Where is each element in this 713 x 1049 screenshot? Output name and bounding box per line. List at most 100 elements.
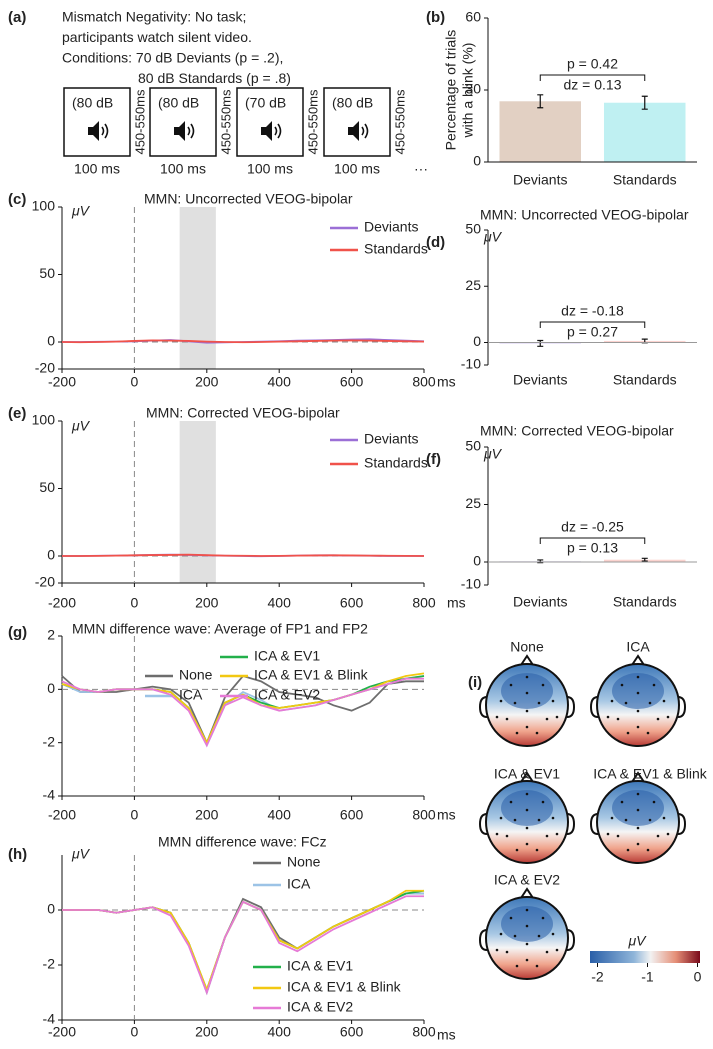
ear xyxy=(589,696,599,718)
electrode xyxy=(495,948,499,952)
electrode xyxy=(606,715,610,719)
chart-title: MMN: Uncorrected VEOG-bipolar xyxy=(480,207,689,223)
map-label: ICA & EV1 xyxy=(494,766,560,782)
y-unit: μV xyxy=(71,846,91,862)
nose xyxy=(631,771,645,783)
electrode xyxy=(499,699,503,703)
x-tick-label: Deviants xyxy=(513,594,567,610)
significance-bracket xyxy=(539,321,646,328)
series-line xyxy=(61,672,425,745)
sound-wave xyxy=(101,123,109,139)
legend-label: ICA & EV1 xyxy=(254,648,320,664)
electrode xyxy=(545,834,549,838)
electrode xyxy=(541,800,545,804)
electrode xyxy=(525,808,529,812)
colorbar-tick-label: -2 xyxy=(591,969,604,985)
panel-label: (e) xyxy=(8,405,26,422)
sound-wave xyxy=(187,123,195,139)
description-line: Conditions: 70 dB Deviants (p = .2), xyxy=(62,50,283,66)
y-tick-label: 0 xyxy=(473,553,481,569)
x-unit: ms xyxy=(437,1027,456,1043)
x-tick-label: 0 xyxy=(131,595,139,611)
y-tick-label: 2 xyxy=(47,627,55,643)
electrode xyxy=(636,725,640,729)
y-axis-label: with a blink (%) xyxy=(460,43,476,139)
x-tick-label: 0 xyxy=(131,807,139,823)
electrode xyxy=(636,842,640,846)
y-tick-label: 0 xyxy=(473,333,481,349)
time-window xyxy=(179,207,216,369)
topo-map xyxy=(478,771,576,864)
electrode xyxy=(636,691,640,695)
tone-level: (80 dB xyxy=(332,95,373,111)
legend-label: Standards xyxy=(364,241,428,257)
ear xyxy=(677,696,687,718)
bar xyxy=(499,101,582,162)
significance-bracket xyxy=(539,74,646,81)
negativity xyxy=(612,673,664,709)
speaker-icon xyxy=(261,121,282,141)
electrode xyxy=(545,717,549,721)
legend-label: Deviants xyxy=(364,219,418,235)
ear xyxy=(566,696,576,718)
topo-map xyxy=(478,654,576,747)
x-tick-label: 600 xyxy=(340,374,364,390)
legend-label: ICA & EV2 xyxy=(287,999,353,1015)
ear xyxy=(478,929,488,951)
electrode xyxy=(624,818,628,822)
tone-duration: 100 ms xyxy=(160,161,206,177)
negativity xyxy=(501,790,553,826)
y-tick-label: 0 xyxy=(47,901,55,917)
electrode xyxy=(525,924,529,928)
y-tick-label: 25 xyxy=(465,495,481,511)
tone-box xyxy=(63,87,131,157)
speaker-icon xyxy=(348,121,369,141)
electrode xyxy=(537,818,541,822)
time-window xyxy=(179,421,216,583)
tone-box xyxy=(236,87,304,157)
legend-label: ICA & EV1 & Blink xyxy=(287,979,402,995)
series-line xyxy=(61,675,425,745)
speaker-icon xyxy=(174,121,195,141)
chart-title: MMN: Corrected VEOG-bipolar xyxy=(146,405,340,421)
y-tick-label: -2 xyxy=(43,733,56,749)
legend-label: ICA & EV1 & Blink xyxy=(254,667,369,683)
electrode xyxy=(495,715,499,719)
electrode xyxy=(525,958,529,962)
stat-annotation: p = 0.13 xyxy=(567,540,618,556)
electrode xyxy=(555,948,559,952)
legend-label: Deviants xyxy=(364,431,418,447)
electrode xyxy=(499,816,503,820)
electrode xyxy=(551,699,555,703)
electrode xyxy=(636,709,640,713)
electrode xyxy=(495,832,499,836)
x-tick-label: 400 xyxy=(268,807,292,823)
ear xyxy=(677,813,687,835)
series-line xyxy=(61,339,425,344)
electrode xyxy=(610,816,614,820)
tone-level: (80 dB xyxy=(72,95,113,111)
speaker xyxy=(348,121,359,141)
x-tick-label: 400 xyxy=(268,595,292,611)
electrode xyxy=(535,848,539,852)
electrode xyxy=(616,717,620,721)
legend-label: ICA & EV1 xyxy=(287,958,353,974)
electrode xyxy=(652,683,656,687)
chart-title: MMN difference wave: Average of FP1 and … xyxy=(72,621,368,637)
electrode xyxy=(541,916,545,920)
electrode xyxy=(509,916,513,920)
speaker xyxy=(261,121,272,141)
tone-box xyxy=(323,87,391,157)
y-tick-label: -10 xyxy=(461,356,481,372)
error-bar xyxy=(641,557,648,562)
y-tick-label: 25 xyxy=(465,277,481,293)
x-unit: ms xyxy=(437,807,456,823)
tone-level: (70 dB xyxy=(245,95,286,111)
isi-label: 450-550ms xyxy=(132,89,147,155)
panel-label: (b) xyxy=(426,9,445,26)
electrode xyxy=(525,826,529,830)
x-tick-label: 400 xyxy=(268,374,292,390)
x-tick-label: 200 xyxy=(195,595,219,611)
series-line xyxy=(62,889,425,993)
